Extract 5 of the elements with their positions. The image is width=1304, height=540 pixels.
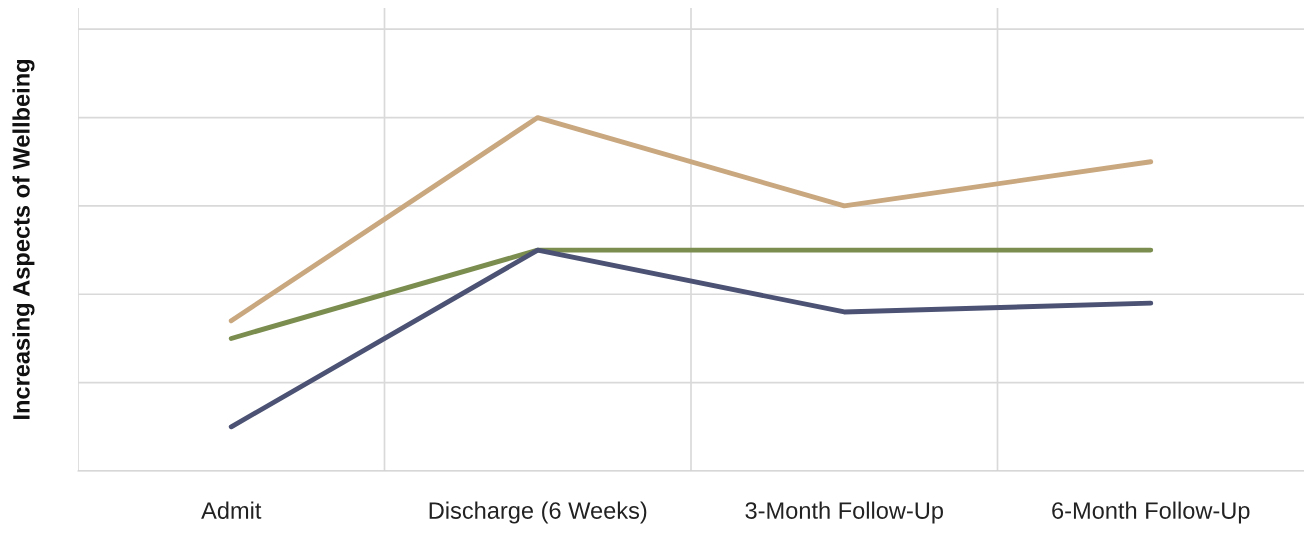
- x-tick-label: 3-Month Follow-Up: [745, 501, 943, 524]
- x-tick-label: Admit: [201, 501, 262, 519]
- x-tick-label: Discharge (6 Weeks): [429, 501, 647, 524]
- x-tick-label: 6-Month Follow-Up: [1052, 501, 1250, 524]
- y-axis-title: Increasing Aspects of Wellbeing: [12, 60, 35, 419]
